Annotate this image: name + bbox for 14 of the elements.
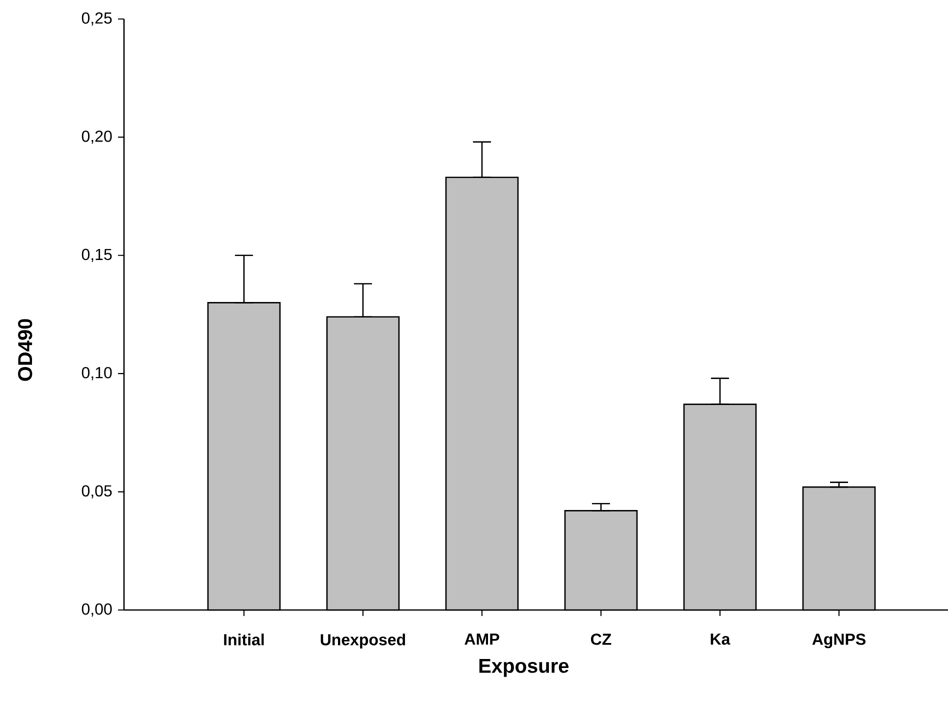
x-tick-label: CZ <box>590 634 612 645</box>
x-tick-label: Initial <box>224 634 264 646</box>
x-tick-label: AgNPS <box>812 634 866 648</box>
y-tick-label: 0,15 <box>82 248 112 262</box>
y-tick-label: 0,00 <box>82 603 112 617</box>
x-axis-title: Exposure <box>479 658 569 677</box>
y-axis-title: OD490 <box>18 319 32 381</box>
x-tick-label: AMP <box>464 634 500 645</box>
y-tick-label: 0,25 <box>82 12 112 26</box>
y-tick-label: 0,20 <box>82 130 112 144</box>
y-tick-label: 0,10 <box>82 366 112 380</box>
x-tick-label: Ka <box>710 634 730 645</box>
x-tick-label: Unexposed <box>320 634 406 649</box>
y-tick-label: 0,05 <box>82 485 112 498</box>
